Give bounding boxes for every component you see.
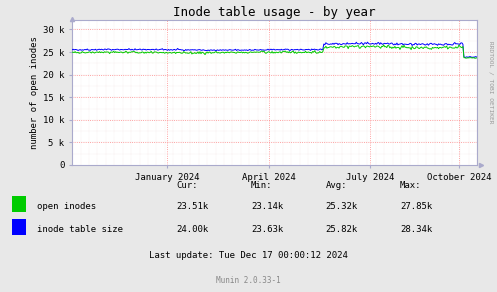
Text: Munin 2.0.33-1: Munin 2.0.33-1: [216, 276, 281, 285]
Text: RRDTOOL / TOBI OETIKER: RRDTOOL / TOBI OETIKER: [488, 41, 493, 123]
Text: 24.00k: 24.00k: [176, 225, 209, 234]
Y-axis label: number of open inodes: number of open inodes: [30, 36, 39, 149]
Text: open inodes: open inodes: [37, 202, 96, 211]
Text: inode table size: inode table size: [37, 225, 123, 234]
Text: Cur:: Cur:: [176, 181, 198, 190]
Text: Max:: Max:: [400, 181, 421, 190]
Text: 23.14k: 23.14k: [251, 202, 283, 211]
Text: 25.32k: 25.32k: [326, 202, 358, 211]
Text: 23.51k: 23.51k: [176, 202, 209, 211]
Text: Last update: Tue Dec 17 00:00:12 2024: Last update: Tue Dec 17 00:00:12 2024: [149, 251, 348, 260]
Text: 23.63k: 23.63k: [251, 225, 283, 234]
Text: 28.34k: 28.34k: [400, 225, 432, 234]
Text: Avg:: Avg:: [326, 181, 347, 190]
Text: 25.82k: 25.82k: [326, 225, 358, 234]
Text: Min:: Min:: [251, 181, 272, 190]
Text: 27.85k: 27.85k: [400, 202, 432, 211]
Title: Inode table usage - by year: Inode table usage - by year: [173, 6, 376, 19]
